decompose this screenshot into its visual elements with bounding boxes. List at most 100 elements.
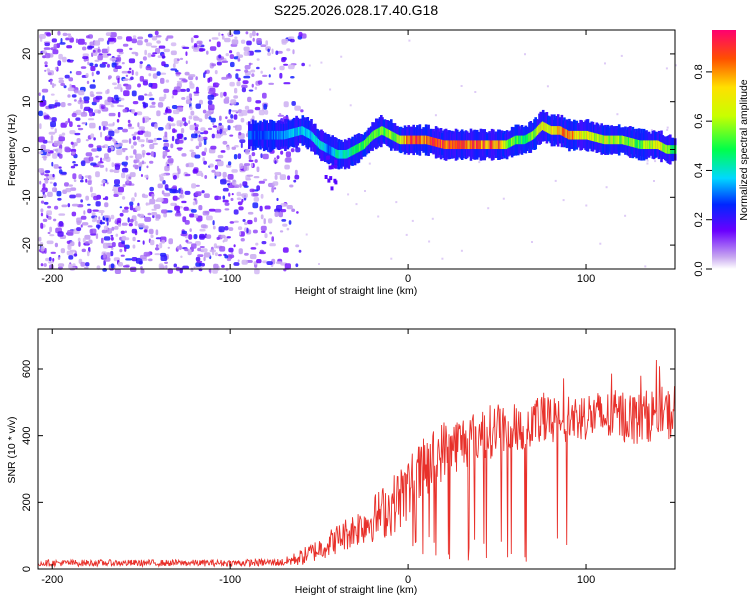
heatmap-cell <box>43 115 50 120</box>
heatmap-cell <box>178 188 181 194</box>
heatmap-cell <box>158 96 165 102</box>
heatmap-cell <box>85 152 93 157</box>
heatmap-cell <box>101 121 108 127</box>
heatmap-cell <box>256 166 260 173</box>
heatmap-cell <box>195 191 202 197</box>
heatmap-cell <box>215 133 222 139</box>
heatmap-cell <box>272 181 279 186</box>
heatmap-cell <box>96 145 102 148</box>
heatmap-cell <box>47 215 52 220</box>
heatmap-cell <box>242 181 248 187</box>
y-tick-label: 0 <box>21 146 33 152</box>
heatmap-cell <box>152 142 158 145</box>
snr-xlabel: Height of straight line (km) <box>295 584 418 596</box>
heatmap-cell <box>219 115 222 121</box>
heatmap-cell <box>117 142 123 147</box>
heatmap-cell <box>122 184 126 188</box>
heatmap-cell <box>172 189 179 194</box>
heatmap-cell <box>206 215 213 221</box>
heatmap-cell <box>364 190 366 192</box>
heatmap-cell <box>243 163 251 166</box>
heatmap-cell <box>154 123 158 129</box>
heatmap-cell <box>114 225 119 230</box>
heatmap-cell <box>226 146 230 151</box>
heatmap-cell <box>604 62 606 65</box>
heatmap-cell <box>58 213 66 216</box>
heatmap-cell <box>262 260 268 264</box>
heatmap-cell <box>40 169 44 174</box>
heatmap-cell <box>195 103 201 109</box>
heatmap-cell <box>121 161 128 166</box>
heatmap-cell <box>121 172 126 179</box>
heatmap-cell <box>48 131 56 135</box>
heatmap-cell <box>646 159 649 162</box>
heatmap-cell <box>64 146 70 153</box>
heatmap-cell <box>164 261 168 264</box>
heatmap-cell <box>82 237 86 243</box>
heatmap-cell <box>108 130 115 137</box>
heatmap-cell <box>163 48 170 53</box>
heatmap-cell <box>235 124 242 131</box>
heatmap-cell <box>256 185 260 191</box>
heatmap-cell <box>149 198 156 205</box>
heatmap-cell <box>117 111 121 118</box>
heatmap-cell <box>220 133 227 136</box>
heatmap-cell <box>39 101 45 107</box>
heatmap-cell <box>209 46 217 51</box>
heatmap-cell <box>219 128 223 135</box>
heatmap-cell <box>197 247 202 252</box>
heatmap-cell <box>161 239 166 244</box>
heatmap-cell <box>155 229 159 236</box>
heatmap-cell <box>233 30 241 35</box>
heatmap-cell <box>153 204 161 209</box>
heatmap-cell <box>137 213 141 217</box>
heatmap-cell <box>190 137 194 142</box>
heatmap-cell <box>42 50 47 54</box>
heatmap-cell <box>67 59 71 63</box>
heatmap-cell <box>298 31 303 37</box>
heatmap-cell <box>124 78 129 81</box>
heatmap-cell <box>674 64 677 67</box>
y-tick-label: 10 <box>21 96 33 108</box>
heatmap-cell <box>247 219 253 225</box>
heatmap-cell <box>260 193 264 199</box>
y-tick-label: 400 <box>21 426 33 444</box>
heatmap-cell <box>72 263 76 267</box>
heatmap-cell <box>411 219 414 222</box>
heatmap-cell <box>245 31 249 35</box>
x-tick-label: 0 <box>405 273 411 285</box>
heatmap-cell <box>57 60 62 66</box>
heatmap-cell <box>250 162 253 168</box>
heatmap-cell <box>74 132 81 136</box>
heatmap-cell <box>478 161 481 164</box>
heatmap-cell <box>217 154 224 159</box>
heatmap-cell <box>142 117 145 124</box>
heatmap-cell <box>216 83 220 86</box>
y-tick-label: 200 <box>21 493 33 511</box>
heatmap-cell <box>163 192 171 197</box>
heatmap-cell <box>121 222 128 226</box>
heatmap-cell <box>143 251 151 257</box>
heatmap-cell <box>69 121 73 127</box>
heatmap-cell <box>233 95 239 99</box>
heatmap-cell <box>280 203 288 207</box>
heatmap-cell <box>205 69 210 74</box>
heatmap-cell <box>653 180 655 182</box>
heatmap-cell <box>218 54 222 59</box>
heatmap-cell <box>621 135 625 145</box>
heatmap-cell <box>80 103 83 110</box>
heatmap-cell <box>51 161 54 167</box>
heatmap-cell <box>75 193 82 198</box>
heatmap-cell <box>52 49 59 55</box>
heatmap-cell <box>75 109 82 116</box>
heatmap-cell <box>224 255 229 259</box>
heatmap-cell <box>222 128 228 132</box>
heatmap-cell <box>599 242 602 245</box>
heatmap-cell <box>124 247 127 252</box>
heatmap-cell <box>186 95 189 100</box>
heatmap-cell <box>122 128 128 133</box>
heatmap-cell <box>67 87 75 92</box>
heatmap-cell <box>82 53 89 57</box>
heatmap-cell <box>287 129 291 139</box>
heatmap-cell <box>644 265 647 268</box>
